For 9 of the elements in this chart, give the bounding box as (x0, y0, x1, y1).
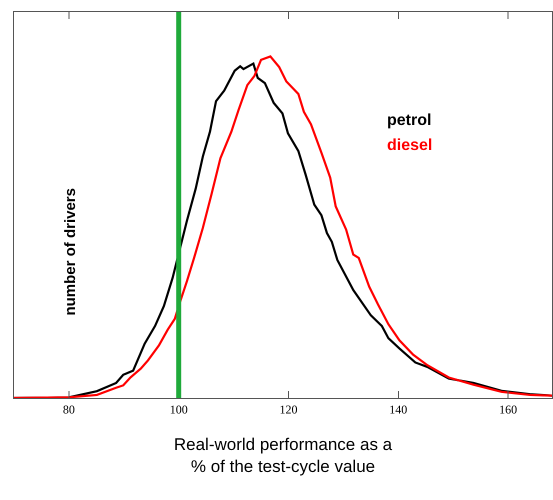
y-axis-title: number of drivers (62, 188, 79, 316)
x-tick-label: 120 (279, 402, 298, 416)
text: petrol (387, 112, 432, 129)
x-tick-label: 100 (170, 402, 188, 416)
x-tick-label: 80 (62, 402, 75, 416)
text: diesel (387, 137, 432, 154)
x-tick-label: 140 (389, 402, 408, 416)
x-tick-label: 160 (499, 402, 518, 416)
x-axis-title: Real-world performance as a % of the test-cycle value (174, 434, 393, 476)
